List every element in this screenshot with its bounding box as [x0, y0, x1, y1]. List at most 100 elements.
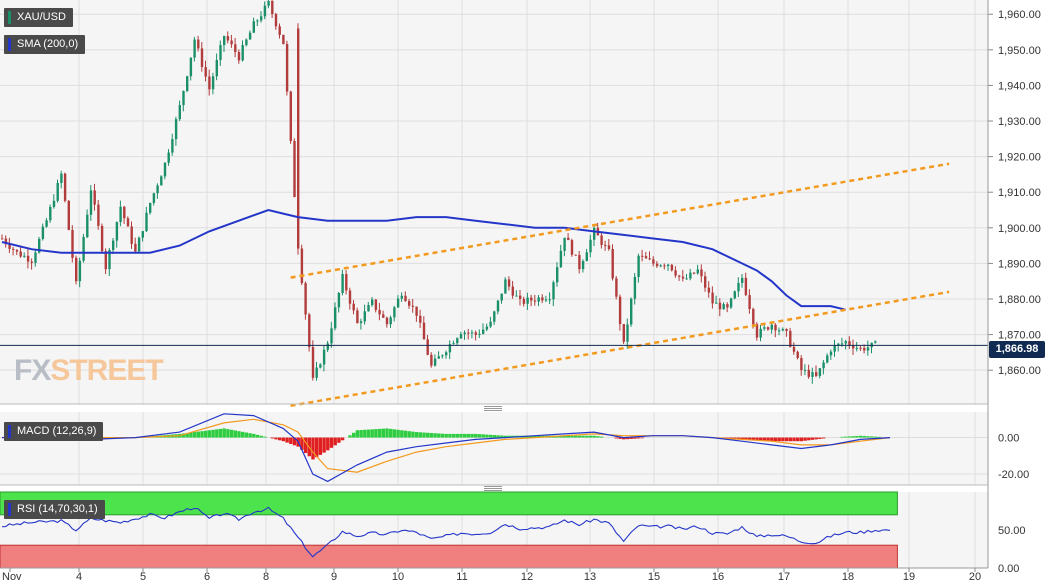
macd-histogram-bar — [440, 433, 445, 438]
candle-body — [726, 304, 729, 308]
rsi-legend[interactable]: RSI (14,70,30,1) — [4, 500, 105, 519]
candle-body — [356, 310, 359, 324]
candle-body — [282, 34, 285, 45]
candle-body — [382, 314, 385, 318]
candle-body — [485, 326, 489, 330]
x-tick-label: 8 — [263, 571, 269, 583]
macd-histogram-bar — [448, 433, 452, 438]
candle-body — [578, 255, 581, 270]
macd-histogram-bar — [636, 437, 641, 439]
candle-body — [852, 345, 855, 349]
x-tick-label: 19 — [903, 571, 915, 583]
macd-histogram-bar — [281, 437, 286, 442]
macd-swatch — [8, 425, 11, 438]
macd-histogram-bar — [855, 435, 859, 438]
candle-body — [126, 218, 130, 227]
candle-body — [837, 343, 840, 346]
candle-body — [581, 261, 585, 270]
macd-histogram-bar — [292, 437, 297, 446]
macd-histogram-bar — [414, 432, 419, 438]
candle-body — [704, 276, 707, 288]
candle-body — [75, 257, 78, 282]
axes: Nov 4 5 6 8 9 10 11 12 13 15 16 17 18 19 20 1,860.00 1,87… — [0, 0, 1041, 583]
panel-resize-handle-macd[interactable] — [484, 406, 502, 411]
candle-body — [500, 293, 503, 301]
macd-histogram-bar — [866, 436, 870, 438]
macd-histogram-bar — [762, 437, 767, 441]
candle-body — [437, 356, 440, 359]
macd-histogram-bar — [781, 437, 785, 442]
candle-body — [234, 44, 237, 53]
candle-body — [607, 245, 611, 250]
candle-body — [200, 48, 204, 68]
candle-body — [833, 345, 836, 352]
x-tick-label: 6 — [204, 571, 210, 583]
candle-body — [474, 332, 477, 335]
candle-body — [326, 343, 329, 350]
last-price-tag: 1,866.98 — [989, 341, 1045, 358]
x-tick-label: 13 — [584, 571, 596, 583]
logo-street: STREET — [50, 354, 163, 387]
candle-body — [593, 227, 596, 240]
y-tick-label: 1,960.00 — [998, 9, 1041, 21]
candle-body — [459, 334, 463, 339]
candle-body — [874, 341, 877, 343]
candle-body — [178, 105, 181, 120]
macd-histogram-bar — [237, 431, 241, 438]
candle-body — [611, 249, 614, 279]
candle-body — [163, 162, 167, 177]
candle-body — [763, 327, 766, 329]
candle-body — [215, 60, 218, 77]
candle-body — [334, 307, 337, 329]
macd-histogram-bar — [581, 435, 585, 438]
macd-histogram-bar — [821, 437, 826, 439]
macd-histogram-bar — [252, 433, 256, 438]
candle-body — [781, 328, 785, 331]
candle-body — [733, 291, 736, 299]
macd-histogram-bar — [736, 437, 741, 440]
macd-histogram-bar — [244, 432, 249, 438]
candle-body — [441, 355, 444, 357]
candle-body — [766, 327, 770, 330]
candle-body — [548, 299, 551, 301]
candle-body — [818, 368, 822, 376]
candle-body — [663, 265, 666, 267]
macd-histogram-bar — [255, 434, 260, 438]
x-tick-label: 5 — [140, 571, 146, 583]
macd-legend[interactable]: MACD (12,26,9) — [4, 422, 104, 441]
macd-histogram-bar — [455, 433, 459, 438]
y-tick-label: 1,930.00 — [998, 116, 1041, 128]
macd-histogram-bar — [784, 437, 789, 442]
candle-body — [633, 276, 637, 299]
candle-body — [137, 237, 141, 252]
macd-histogram-bar — [196, 431, 200, 438]
macd-y-tick-label: 0.00 — [998, 433, 1019, 445]
y-tick-label: 1,870.00 — [998, 330, 1041, 342]
candle-body — [848, 341, 851, 346]
y-tick-label: 1,950.00 — [998, 45, 1041, 57]
candle-body — [800, 357, 803, 371]
sma-legend[interactable]: SMA (200,0) — [4, 35, 86, 54]
candle-body — [311, 347, 315, 378]
candle-body — [567, 237, 570, 241]
indicator-lines — [0, 162, 988, 558]
macd-histogram-bar — [463, 433, 467, 438]
candle-body — [448, 344, 452, 353]
candle-body — [659, 265, 662, 267]
macd-y-tick-label: -20.00 — [998, 469, 1029, 481]
candle-body — [648, 258, 651, 260]
candle-body — [19, 251, 22, 257]
candle-body — [493, 311, 496, 322]
panel-resize-handle-rsi[interactable] — [484, 486, 502, 491]
candle-body — [267, 0, 270, 6]
macd-histogram-bar — [873, 436, 878, 438]
y-tick-label: 1,910.00 — [998, 187, 1041, 199]
macd-histogram-bar — [566, 435, 570, 438]
macd-histogram-bar — [318, 437, 323, 455]
candle-body — [755, 324, 759, 338]
candle-body — [670, 264, 674, 271]
macd-histogram-bar — [851, 436, 855, 438]
symbol-label[interactable]: XAU/USD — [4, 8, 73, 27]
macd-histogram-bar — [333, 437, 337, 446]
